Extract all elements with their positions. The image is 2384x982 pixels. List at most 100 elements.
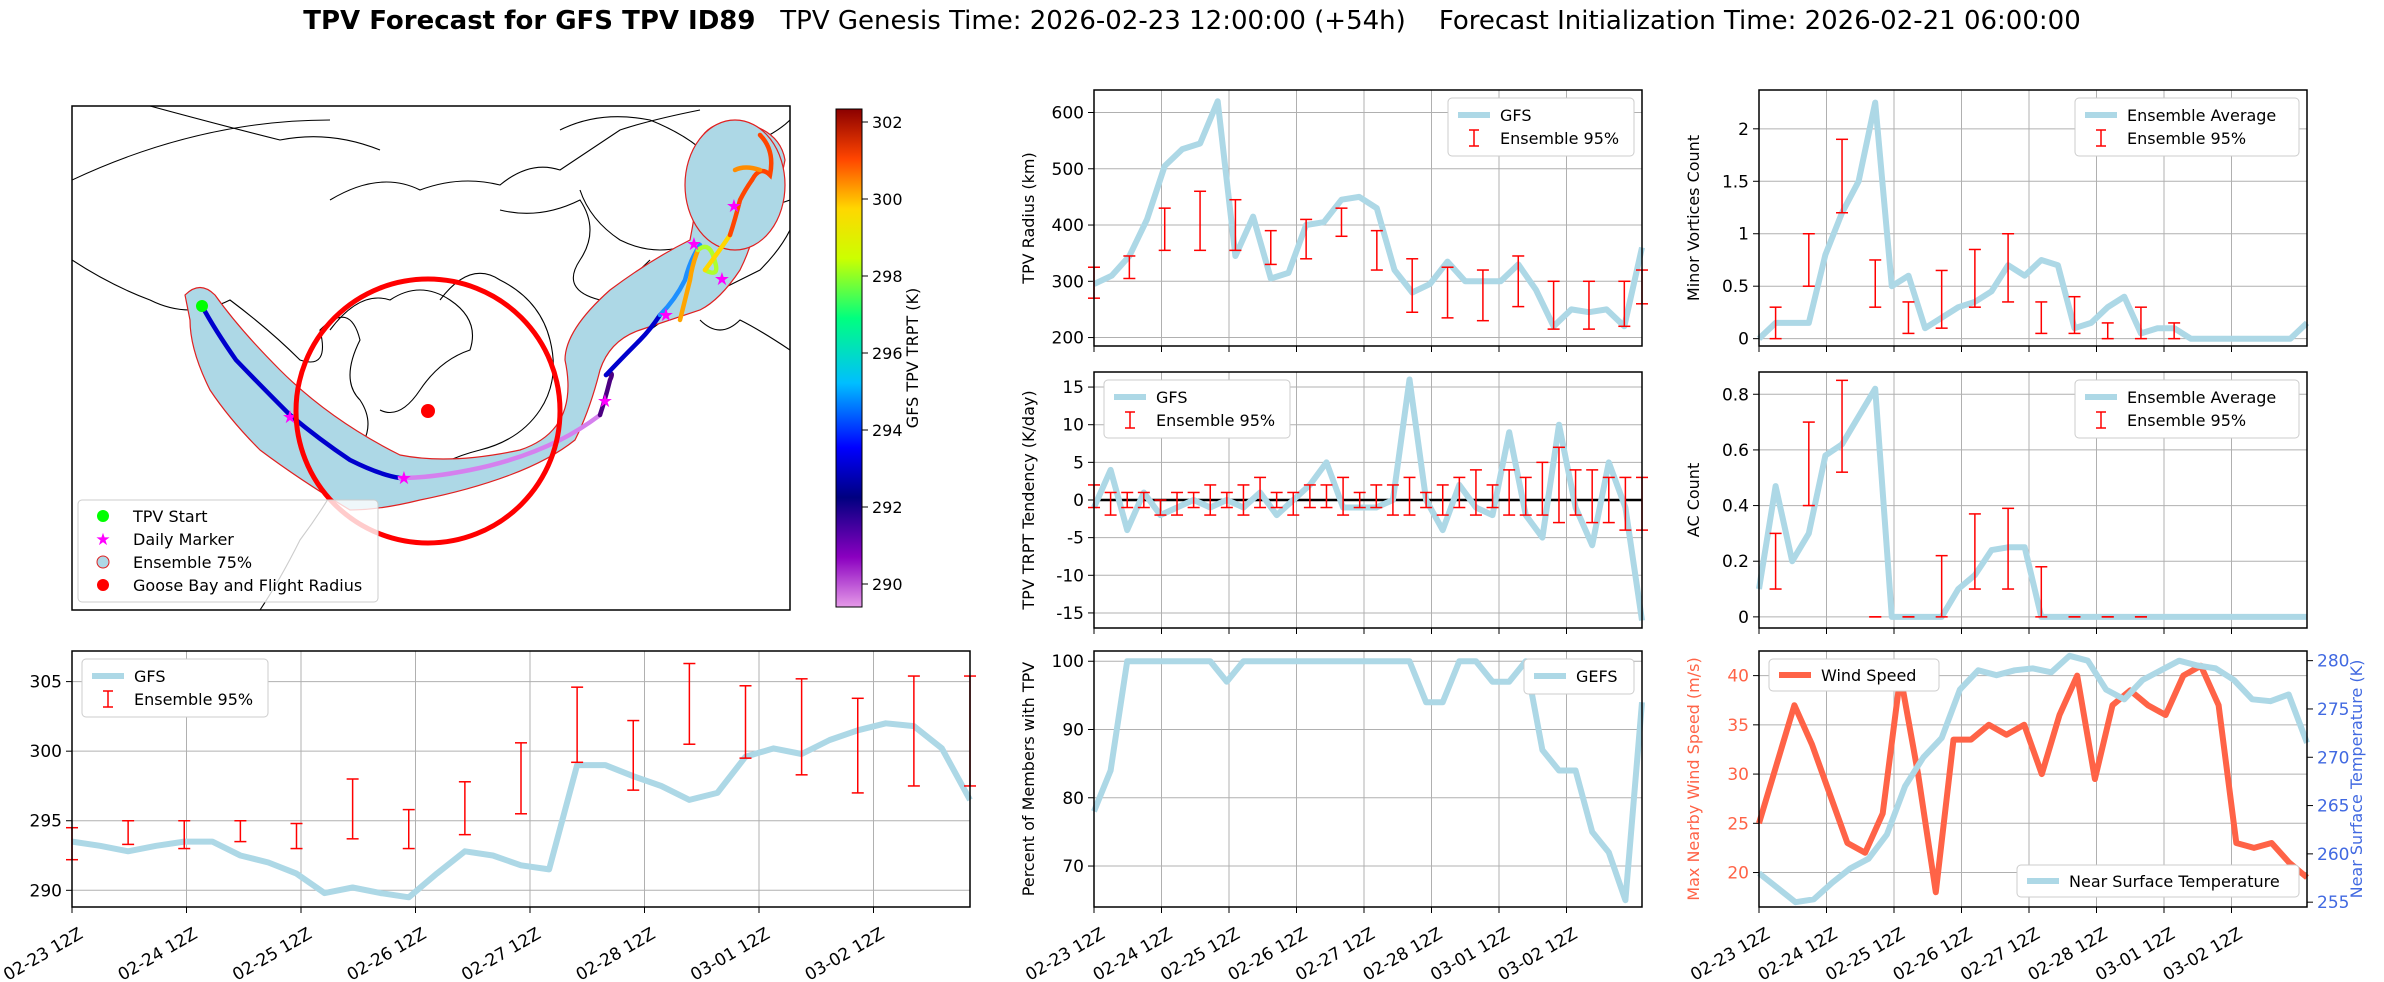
legend: Ensemble Average Ensemble 95% <box>2074 97 2300 157</box>
legend-box <box>1103 379 1291 439</box>
y-tick-label: 200 <box>1052 329 1084 349</box>
series-line-ensemble-average <box>1756 99 2310 342</box>
legend-label: Ensemble 95% <box>2127 129 2246 148</box>
legend-label: Near Surface Temperature <box>2069 872 2280 891</box>
y2-tick-label: 265 <box>2317 797 2349 817</box>
legend-label: Ensemble 95% <box>1500 129 1619 148</box>
axes-frame <box>71 650 971 908</box>
y-tick-label: 300 <box>30 742 62 762</box>
y2-axis-label: Near Surface Temperature (K) <box>2347 660 2366 899</box>
legend-daily-marker: Daily Marker <box>133 530 234 549</box>
axes-frame <box>1758 371 2308 629</box>
legend: GFS Ensemble 95% <box>1103 379 1291 439</box>
y-tick-label: 90 <box>1062 721 1084 741</box>
legend-daily-marker-icon: ★ <box>95 530 110 550</box>
colorbar-tick-label: 292 <box>872 498 903 517</box>
init-time: Forecast Initialization Time: 2026-02-21… <box>1438 6 2081 36</box>
y-tick-label: 0.4 <box>1722 497 1749 517</box>
legend-label: GFS <box>1500 106 1531 125</box>
series-line-gfs <box>71 720 973 901</box>
daily-marker: ★ <box>396 468 412 489</box>
y-axis-label: Percent of Members with TPV <box>1019 662 1038 896</box>
axes-frame <box>1758 89 2308 347</box>
series-line-gfs <box>1091 376 1645 621</box>
colorbar-tick-label: 290 <box>872 575 903 594</box>
y-tick-label: 500 <box>1052 160 1084 180</box>
legend-label: Ensemble 95% <box>1156 411 1275 430</box>
y-tick-label: 10 <box>1062 416 1084 436</box>
y-tick-label: 600 <box>1052 104 1084 124</box>
y-tick-label: 15 <box>1062 378 1084 398</box>
y-tick-label: 290 <box>30 881 62 901</box>
y-tick-label: 80 <box>1062 789 1084 809</box>
y-tick-label: 30 <box>1727 765 1749 785</box>
colorbar-gradient <box>835 108 863 608</box>
latitude-boundary <box>72 119 331 181</box>
map-legend: TPV Start ★ Daily Marker Ensemble 75% Go… <box>77 499 379 603</box>
series-line-near-surface-temperature <box>1757 652 2310 906</box>
legend-label: Wind Speed <box>1821 666 1916 685</box>
tpv-start-point <box>196 300 208 312</box>
legend-label: GFS <box>134 667 165 686</box>
coastline-hudson <box>329 289 474 414</box>
map-colorbar: 302 300 298 296 294 292 290 GFS TPV TRPT (K) <box>835 108 922 608</box>
legend-box <box>1523 658 1635 695</box>
x-tick-label: 03-01 12Z <box>687 924 773 982</box>
y-axis-label: AC Count <box>1684 463 1703 537</box>
y-tick-label: 305 <box>30 673 62 693</box>
y-axis-label: TPV Radius (km) <box>1019 152 1038 285</box>
colorbar-tick-label: 298 <box>872 267 903 286</box>
legend-box <box>2016 864 2300 898</box>
y-tick-label: 40 <box>1727 667 1749 687</box>
x-tick-label: 03-02 12Z <box>802 924 888 982</box>
chart-minor: 0 0.5 1 1.5 2 Minor Vortices Count Ensemble Av… <box>1684 89 2310 352</box>
x-tick-label: 02-25 12Z <box>229 924 315 982</box>
daily-marker: ★ <box>658 305 674 326</box>
x-tick-label: 02-24 12Z <box>115 924 201 982</box>
x-tick-label: 02-26 12Z <box>344 924 430 982</box>
y-tick-label: 0.6 <box>1722 441 1749 461</box>
y-tick-label: 5 <box>1073 453 1084 473</box>
goose-bay-point <box>421 404 435 418</box>
legend-box <box>2074 97 2300 157</box>
legend: Ensemble Average Ensemble 95% <box>2074 379 2300 439</box>
x-tick-label: 02-28 12Z <box>573 924 659 982</box>
y-tick-label: 70 <box>1062 857 1084 877</box>
legend-label: Ensemble Average <box>2127 106 2276 125</box>
x-tick-label: 02-23 12Z <box>0 924 86 982</box>
series-line-ensemble-average <box>1756 385 2307 620</box>
y-tick-label: 295 <box>30 812 62 832</box>
legend-label: Ensemble Average <box>2127 388 2276 407</box>
y-tick-label: 400 <box>1052 216 1084 236</box>
legend-ensemble-75-icon <box>96 555 110 569</box>
axes-frame <box>1093 650 1643 908</box>
chart-radius: 200 300 400 500 600 TPV Radius (km) GFS Ensembl… <box>1019 89 1648 352</box>
colorbar-tick-label: 300 <box>872 190 903 209</box>
y-tick-label: 0.5 <box>1722 277 1749 297</box>
y2-tick-label: 260 <box>2317 845 2349 865</box>
map-legend-box <box>77 499 379 603</box>
y2-tick-label: 270 <box>2317 748 2349 768</box>
legend-temp: Near Surface Temperature <box>2016 864 2300 898</box>
legend-box <box>1768 658 1940 692</box>
axes-frame <box>1758 650 2308 908</box>
legend-label: GFS <box>1156 388 1187 407</box>
y-tick-label: 1.5 <box>1722 172 1749 192</box>
series-line-wind-speed <box>1756 662 2309 896</box>
series-line-gefs <box>1091 658 1645 904</box>
daily-marker: ★ <box>597 391 613 412</box>
y-tick-label: -5 <box>1067 529 1084 549</box>
y-tick-label: 0.2 <box>1722 552 1749 572</box>
legend: GFS Ensemble 95% <box>1447 97 1635 157</box>
y-axis-label: TPV TRPT Tendency (K/day) <box>1019 390 1038 610</box>
y-tick-label: 100 <box>1052 652 1084 672</box>
axes-frame <box>1093 89 1643 347</box>
legend-box <box>2074 379 2300 439</box>
y-tick-label: 25 <box>1727 814 1749 834</box>
y-tick-label: 0.8 <box>1722 385 1749 405</box>
tpv-track <box>199 132 774 481</box>
